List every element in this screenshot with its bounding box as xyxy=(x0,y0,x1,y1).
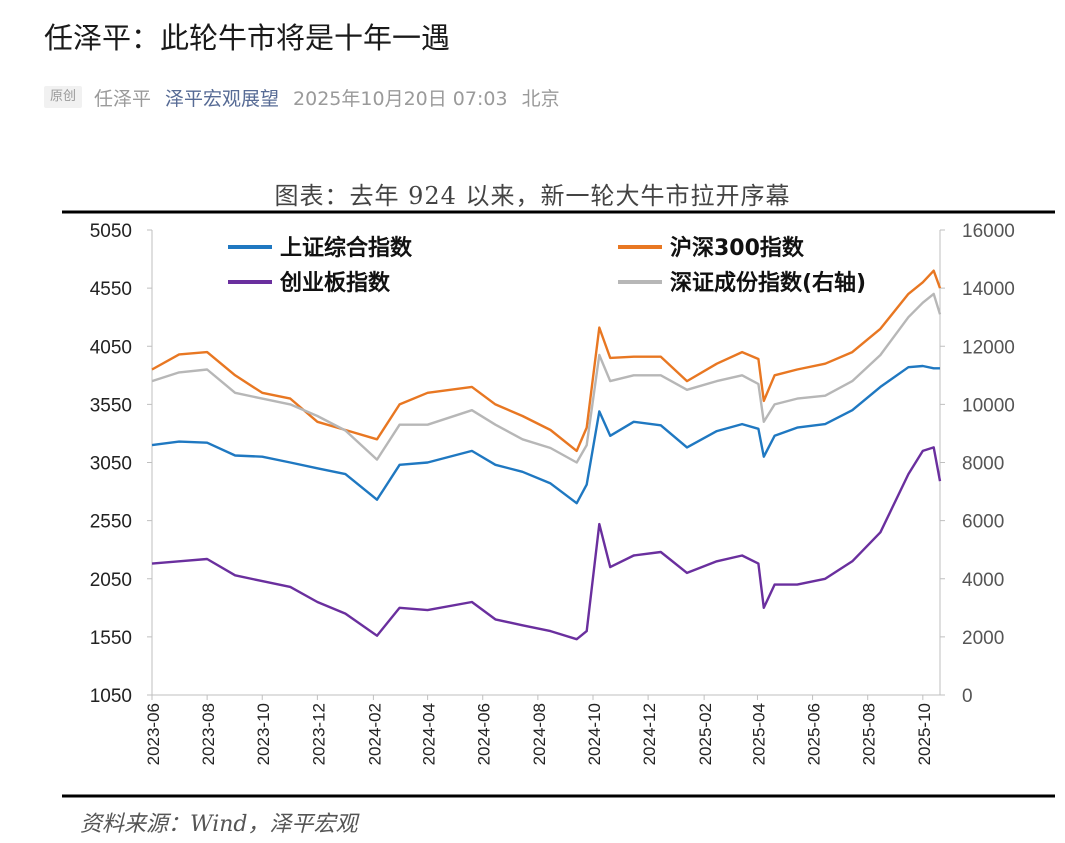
left-tick-label: 1050 xyxy=(90,686,132,707)
chart-title: 图表：去年 924 以来，新一轮大牛市拉开序幕 xyxy=(274,182,791,210)
x-tick-label: 2023-12 xyxy=(309,703,328,765)
author-name[interactable]: 任泽平 xyxy=(94,87,152,110)
left-tick-label: 1550 xyxy=(90,628,132,649)
x-tick-label: 2024-06 xyxy=(475,703,494,765)
right-tick-label: 0 xyxy=(962,686,973,707)
right-tick-label: 12000 xyxy=(962,337,1015,358)
x-tick-label: 2025-08 xyxy=(860,703,879,765)
x-tick-label: 2025-02 xyxy=(696,703,715,765)
legend-label-4: 深证成份指数(右轴) xyxy=(670,270,866,296)
x-tick-label: 2025-10 xyxy=(915,703,934,765)
right-tick-label: 6000 xyxy=(962,512,1004,533)
left-tick-label: 2050 xyxy=(90,570,132,591)
left-tick-label: 2550 xyxy=(90,512,132,533)
series-line-3 xyxy=(151,446,942,641)
legend-label-3: 创业板指数 xyxy=(279,270,391,296)
series-line-2 xyxy=(151,269,942,453)
left-tick-label: 5050 xyxy=(90,221,132,242)
account-link[interactable]: 泽平宏观展望 xyxy=(165,87,280,110)
article-meta: 原创 任泽平 泽平宏观展望 2025年10月20日 07:03 北京 xyxy=(44,82,560,112)
original-badge: 原创 xyxy=(44,86,83,108)
x-tick-label: 2024-02 xyxy=(365,703,384,765)
legend-label-1: 上证综合指数 xyxy=(280,235,413,261)
publish-date: 2025年10月20日 07:03 xyxy=(293,87,508,110)
x-tick-label: 2023-10 xyxy=(254,703,273,765)
left-tick-label: 4550 xyxy=(90,279,132,300)
left-tick-label: 4050 xyxy=(90,337,132,358)
right-tick-label: 16000 xyxy=(962,221,1015,242)
article-title: 任泽平：此轮牛市将是十年一遇 xyxy=(44,21,451,55)
x-tick-label: 2025-06 xyxy=(805,703,824,765)
x-tick-label: 2024-08 xyxy=(530,703,549,765)
x-tick-label: 2025-04 xyxy=(749,703,768,765)
legend-label-2: 沪深300指数 xyxy=(670,235,805,261)
publish-location: 北京 xyxy=(521,87,560,110)
left-tick-label: 3050 xyxy=(90,454,132,475)
x-tick-label: 2023-08 xyxy=(199,703,218,765)
right-tick-label: 10000 xyxy=(962,395,1015,416)
chart-source: 资料来源：Wind，泽平宏观 xyxy=(80,812,358,837)
series-line-4 xyxy=(151,292,942,464)
x-tick-label: 2024-04 xyxy=(420,703,439,765)
right-tick-label: 14000 xyxy=(962,279,1015,300)
right-tick-label: 4000 xyxy=(962,570,1004,591)
series-line-1 xyxy=(151,364,940,505)
left-tick-label: 3550 xyxy=(90,395,132,416)
x-tick-label: 2024-12 xyxy=(640,703,659,765)
right-tick-label: 2000 xyxy=(962,628,1004,649)
x-tick-label: 2023-06 xyxy=(144,703,163,765)
x-tick-label: 2024-10 xyxy=(585,703,604,765)
right-tick-label: 8000 xyxy=(962,454,1004,475)
